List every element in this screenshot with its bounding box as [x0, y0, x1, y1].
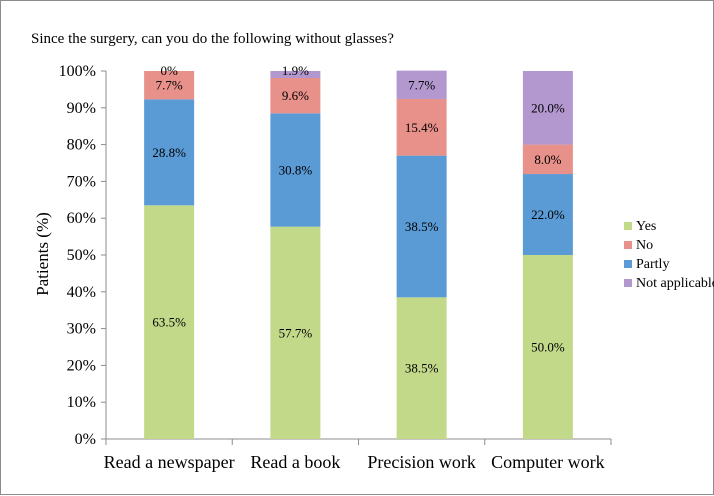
y-tick-label: 20%: [67, 357, 96, 374]
y-tick-label: 80%: [67, 137, 96, 154]
bar-segment-yes: [396, 297, 447, 439]
legend-label: No: [636, 238, 653, 253]
bar-segment-no: [396, 98, 447, 156]
data-label: 1.9%: [282, 63, 309, 78]
legend-label: Yes: [636, 219, 656, 234]
y-tick-label: 60%: [67, 210, 96, 227]
data-label: 28.8%: [152, 145, 186, 160]
bar-segment-no: [144, 71, 195, 100]
bar-segment-no: [522, 144, 573, 175]
data-label: 57.7%: [279, 325, 313, 340]
y-axis-label: Patients (%): [33, 212, 52, 296]
data-label: 30.8%: [279, 162, 313, 177]
x-category-label: Computer work: [491, 452, 604, 472]
legend-label: Partly: [636, 257, 669, 272]
x-category-label: Read a book: [250, 452, 340, 472]
bar-segment-yes: [522, 255, 573, 439]
data-label: 9.6%: [282, 88, 309, 103]
bar-segment-yes: [270, 226, 321, 439]
y-tick-label: 90%: [67, 100, 96, 117]
y-tick-label: 0%: [75, 431, 96, 448]
data-label: 50.0%: [531, 340, 565, 355]
data-label: 38.5%: [405, 361, 439, 376]
data-label: 8.0%: [534, 152, 561, 167]
chart-title: Since the surgery, can you do the follow…: [31, 31, 394, 47]
data-label: 7.7%: [156, 78, 183, 93]
legend-label: Not applicable: [636, 276, 714, 291]
y-tick-label: 30%: [67, 321, 96, 338]
legend-swatch-not-applicable: [624, 279, 632, 287]
data-label: 38.5%: [405, 219, 439, 234]
bar-segment-partly: [522, 174, 573, 255]
y-tick-label: 50%: [67, 247, 96, 264]
bar-segment-partly: [270, 113, 321, 227]
y-tick-label: 70%: [67, 173, 96, 190]
bar-segment-not-applicable: [270, 71, 321, 78]
data-label: 15.4%: [405, 120, 439, 135]
x-category-label: Precision work: [367, 452, 475, 472]
y-tick-label: 100%: [59, 63, 96, 80]
bar-segment-no: [270, 77, 321, 114]
bar-segment-not-applicable: [522, 71, 573, 145]
bar-segment-not-applicable: [396, 70, 447, 99]
data-label: 0%: [160, 63, 178, 78]
bar-segment-partly: [396, 155, 447, 298]
bar-segment-yes: [144, 205, 195, 439]
data-label: 7.7%: [408, 77, 435, 92]
y-tick-label: 10%: [67, 394, 96, 411]
bar-segment-partly: [144, 99, 195, 206]
legend-swatch-partly: [624, 260, 632, 268]
legend-swatch-no: [624, 241, 632, 249]
data-label: 63.5%: [152, 315, 186, 330]
x-category-label: Read a newspaper: [104, 452, 235, 472]
data-label: 20.0%: [531, 100, 565, 115]
legend-swatch-yes: [624, 222, 632, 230]
y-tick-label: 40%: [67, 284, 96, 301]
data-label: 22.0%: [531, 207, 565, 222]
